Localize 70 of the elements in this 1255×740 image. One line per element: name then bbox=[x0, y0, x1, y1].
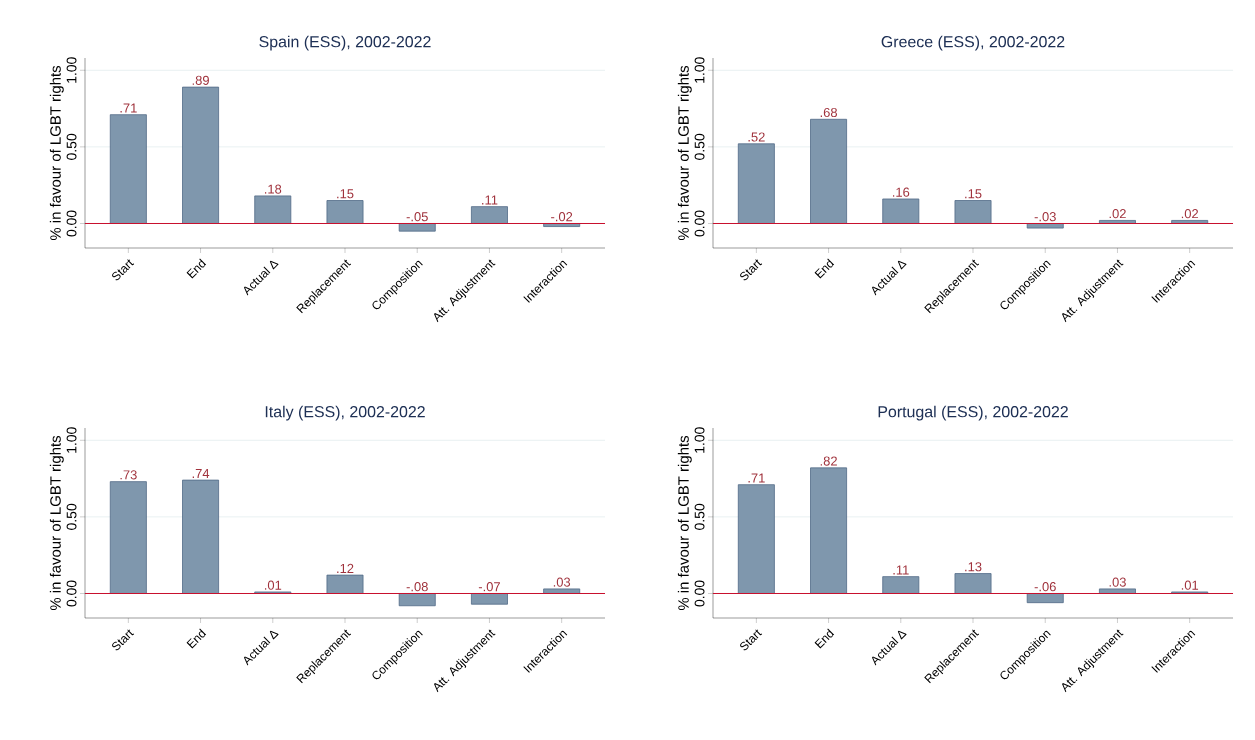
data-label: .11 bbox=[482, 195, 498, 205]
bar bbox=[954, 573, 992, 594]
data-label: .71 bbox=[120, 103, 137, 113]
y-axis-title: % in favour of LGBT rights bbox=[677, 435, 692, 611]
bar bbox=[882, 576, 920, 594]
y-tick-label: 0.50 bbox=[694, 503, 705, 530]
data-label: .13 bbox=[965, 562, 982, 572]
data-label: -.06 bbox=[1034, 582, 1056, 592]
y-tick-label: 0.00 bbox=[66, 210, 77, 237]
data-label: .82 bbox=[820, 456, 837, 466]
bar bbox=[254, 195, 292, 224]
data-label: .52 bbox=[748, 132, 765, 142]
y-tick-label: 1.00 bbox=[694, 57, 705, 83]
y-tick-label: 0.00 bbox=[66, 580, 77, 607]
chart-title: Portugal (ESS), 2002-2022 bbox=[878, 405, 1068, 421]
y-tick-label: 0.00 bbox=[694, 210, 705, 237]
bar bbox=[182, 86, 220, 224]
data-label: .15 bbox=[337, 189, 354, 199]
bar bbox=[810, 118, 848, 224]
data-label: .16 bbox=[892, 187, 910, 197]
y-axis-title: % in favour of LGBT rights bbox=[49, 435, 64, 611]
y-tick-label: 1.00 bbox=[66, 57, 77, 83]
data-label: .12 bbox=[337, 563, 354, 573]
bar bbox=[182, 479, 220, 594]
y-tick-label: 0.50 bbox=[66, 133, 77, 160]
y-axis-title: % in favour of LGBT rights bbox=[49, 65, 64, 241]
data-label: -.08 bbox=[406, 582, 428, 592]
bar bbox=[326, 574, 364, 594]
y-tick-label: 1.00 bbox=[66, 427, 77, 453]
data-label: .71 bbox=[748, 473, 765, 483]
data-label: .03 bbox=[553, 577, 571, 587]
x-tick-label: End bbox=[814, 258, 835, 279]
data-label: .74 bbox=[192, 469, 210, 478]
bar bbox=[109, 481, 147, 594]
bar bbox=[109, 114, 147, 224]
data-label: .02 bbox=[1181, 209, 1199, 219]
bar bbox=[470, 593, 508, 605]
bar bbox=[470, 206, 508, 224]
data-label: .01 bbox=[1181, 580, 1199, 590]
data-label: .89 bbox=[192, 75, 209, 85]
bar bbox=[737, 484, 775, 594]
chart-title: Italy (ESS), 2002-2022 bbox=[265, 405, 425, 421]
y-tick-label: 1.00 bbox=[694, 427, 705, 453]
bar bbox=[882, 198, 920, 224]
chart-title: Greece (ESS), 2002-2022 bbox=[881, 35, 1065, 51]
y-tick-label: 0.50 bbox=[694, 133, 705, 160]
data-label: .18 bbox=[264, 184, 282, 194]
x-tick-label: End bbox=[186, 628, 207, 649]
data-label: -.02 bbox=[551, 212, 573, 222]
bar bbox=[810, 467, 848, 594]
data-label: -.07 bbox=[478, 582, 500, 592]
data-label: -.05 bbox=[406, 212, 428, 222]
x-tick-label: End bbox=[186, 258, 207, 279]
x-tick-label: End bbox=[814, 628, 835, 649]
data-label: -.03 bbox=[1034, 212, 1056, 222]
data-label: .68 bbox=[820, 107, 838, 118]
data-label: .11 bbox=[893, 565, 909, 575]
data-label: .15 bbox=[965, 189, 982, 199]
data-label: .03 bbox=[1109, 577, 1126, 587]
bar bbox=[398, 593, 436, 607]
data-label: .01 bbox=[264, 580, 282, 590]
chart-title: Spain (ESS), 2002-2022 bbox=[259, 35, 431, 51]
bar bbox=[954, 200, 992, 224]
y-tick-label: 0.00 bbox=[694, 580, 705, 607]
bar bbox=[737, 143, 775, 224]
y-tick-label: 0.50 bbox=[66, 503, 77, 530]
data-label: .02 bbox=[1109, 209, 1126, 219]
data-label: .73 bbox=[120, 470, 137, 480]
bar bbox=[326, 200, 364, 224]
y-axis-title: % in favour of LGBT rights bbox=[677, 65, 692, 241]
